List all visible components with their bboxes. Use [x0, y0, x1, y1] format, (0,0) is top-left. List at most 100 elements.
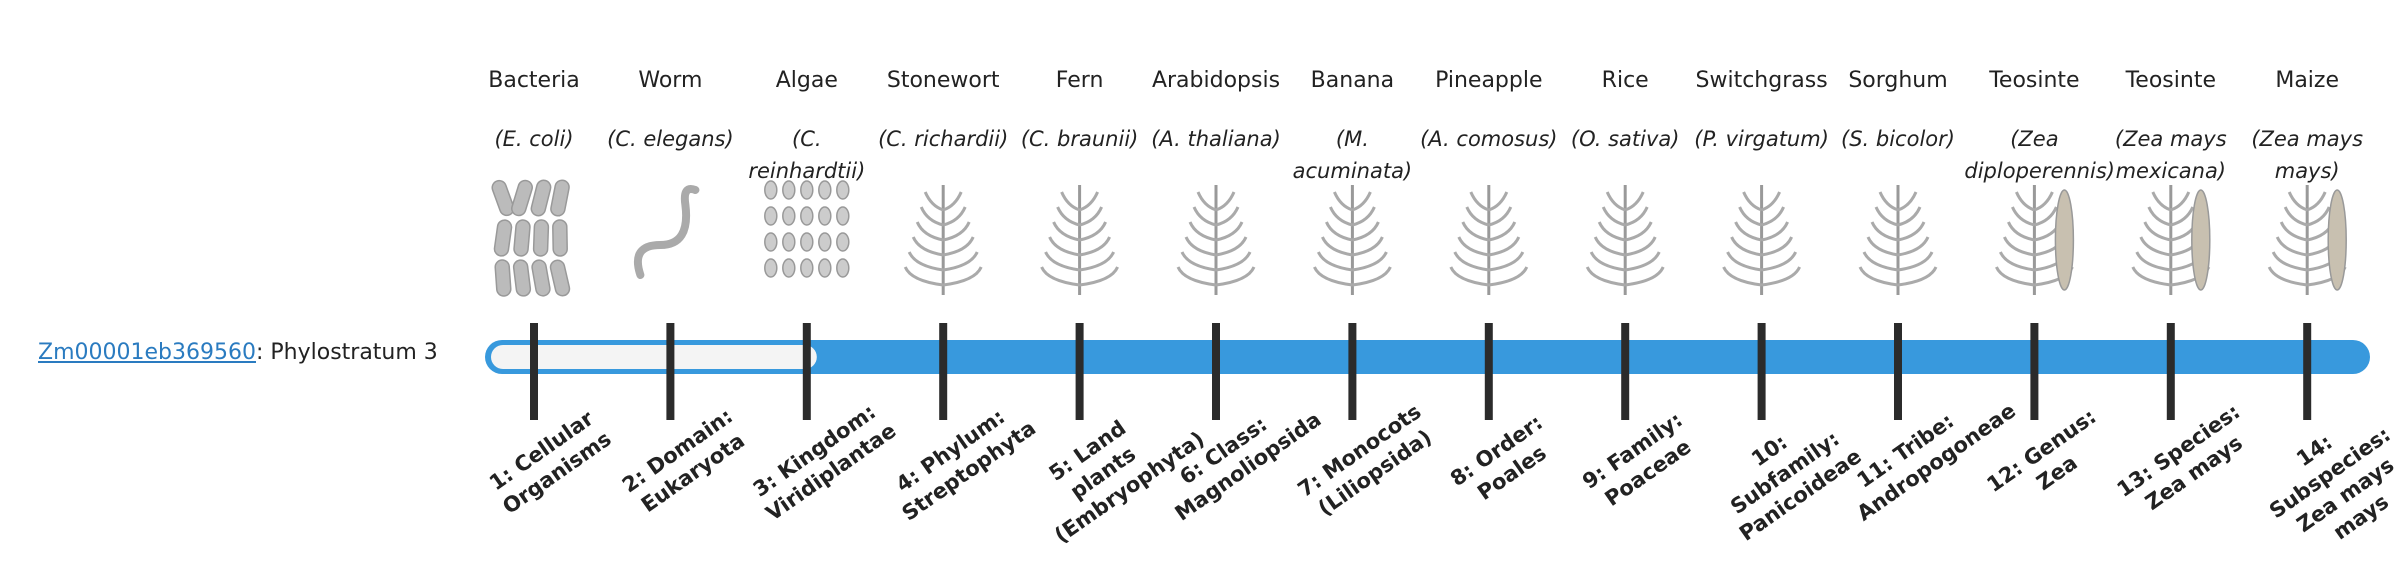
icon-part — [1453, 251, 1490, 272]
icon-part — [1188, 221, 1217, 242]
icon-part — [2147, 206, 2172, 227]
gene-label: Zm00001eb369560: Phylostratum 3 — [38, 340, 438, 365]
icon-part — [2271, 251, 2308, 272]
taxon-species: (A. thaliana) — [1151, 127, 1281, 151]
gene-link[interactable]: Zm00001eb369560 — [38, 340, 256, 365]
icon-part — [1597, 221, 1626, 242]
icon-part — [1321, 236, 1353, 257]
icon-part — [1761, 251, 1797, 272]
icon-part — [2267, 266, 2308, 287]
icon-part — [1449, 266, 1489, 287]
taxon-species: (A. comosus) — [1420, 127, 1558, 151]
icon-part — [764, 232, 778, 252]
icon-part — [1488, 206, 1513, 227]
taxon-species: (O. sativa) — [1570, 127, 1680, 151]
icon-part — [1215, 206, 1240, 227]
taxon-name: Stonewort — [886, 68, 1000, 93]
icon-part — [1730, 236, 1762, 257]
icon-part — [1593, 236, 1626, 257]
icon-part — [919, 206, 944, 227]
taxon-name: Arabidopsis — [1151, 68, 1281, 93]
taxon-species: (M. acuminata) — [1292, 127, 1413, 183]
icon-part — [1761, 221, 1789, 242]
icon-part — [2170, 206, 2195, 227]
icon-part — [2015, 191, 2035, 212]
icon-part — [633, 185, 700, 279]
icon-part — [903, 266, 944, 287]
taxon-icon — [1313, 185, 1392, 295]
icon-part — [764, 180, 778, 200]
icon-part — [531, 259, 551, 297]
icon-part — [1761, 236, 1793, 257]
icon-part — [1048, 236, 1080, 257]
taxon-name: Pineapple — [1435, 68, 1543, 93]
icon-part — [2306, 191, 2327, 212]
icon-part — [1079, 191, 1099, 212]
icon-part — [1052, 221, 1080, 242]
icon-part — [532, 219, 550, 257]
icon-part — [2283, 206, 2308, 227]
icon-part — [764, 206, 778, 226]
icon-part — [1761, 266, 1801, 287]
icon-part — [1862, 251, 1899, 272]
icon-part — [782, 258, 796, 278]
icon-part — [2275, 236, 2308, 257]
taxon-icon — [1585, 185, 1665, 295]
icon-part — [818, 206, 832, 226]
icon-part — [1180, 251, 1217, 272]
icon-part — [1624, 236, 1657, 257]
icon-part — [1995, 266, 2035, 287]
icon-part — [800, 232, 814, 252]
icon-part — [1605, 191, 1626, 212]
icon-part — [1624, 251, 1661, 272]
icon-part — [942, 251, 979, 272]
taxon-icon — [903, 185, 983, 295]
icon-part — [1742, 191, 1763, 212]
icon-part — [1329, 206, 1353, 227]
taxon-icon — [1995, 185, 2075, 295]
icon-part — [1317, 251, 1353, 272]
icon-part — [494, 259, 512, 297]
icon-part — [1215, 251, 1252, 272]
icon-part — [1585, 266, 1626, 287]
taxon-species: (P. virgatum) — [1694, 127, 1829, 151]
icon-part — [907, 251, 944, 272]
icon-part — [1761, 191, 1781, 212]
icon-part — [2143, 221, 2172, 242]
icon-part — [1866, 236, 1899, 257]
icon-part — [2139, 236, 2172, 257]
icon-part — [836, 232, 850, 252]
taxon-icon — [1449, 185, 1529, 295]
taxon-name: Fern — [1055, 68, 1104, 93]
icon-part — [1215, 191, 1236, 212]
taxon-name: Algae — [775, 68, 838, 93]
icon-part — [782, 206, 796, 226]
taxon-icon — [633, 185, 700, 279]
timeline-unfilled — [491, 345, 817, 369]
icon-part — [2033, 206, 2058, 227]
icon-part — [1999, 251, 2035, 272]
icon-part — [1738, 206, 1763, 227]
taxon-species: (C. richardii) — [878, 127, 1009, 151]
icon-part — [923, 191, 944, 212]
icon-part — [1352, 251, 1388, 272]
icon-part — [2033, 191, 2054, 212]
icon-part — [2327, 189, 2347, 291]
taxon-name: Worm — [638, 68, 703, 93]
icon-part — [1488, 251, 1525, 272]
icon-part — [1079, 236, 1111, 257]
icon-part — [942, 236, 975, 257]
icon-part — [1874, 206, 1899, 227]
icon-part — [942, 206, 967, 227]
icon-part — [818, 232, 832, 252]
icon-part — [818, 180, 832, 200]
icon-part — [800, 258, 814, 278]
icon-part — [1192, 206, 1217, 227]
icon-part — [1469, 191, 1490, 212]
icon-part — [943, 266, 983, 287]
taxon-icon — [1176, 185, 1256, 295]
icon-part — [1878, 191, 1899, 212]
icon-part — [2306, 206, 2331, 227]
icon-part — [1056, 206, 1081, 227]
icon-part — [1897, 266, 1938, 287]
